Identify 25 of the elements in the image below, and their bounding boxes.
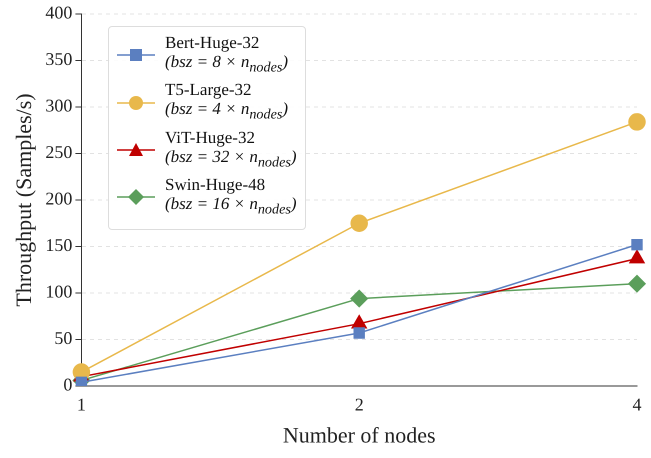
y-axis-title: Throughput (Samples/s): [10, 93, 36, 307]
y-tick-label: 50: [54, 328, 72, 348]
y-tick-label: 250: [45, 142, 72, 162]
point: [350, 290, 368, 308]
y-tick-label: 350: [45, 49, 72, 70]
y-tick-label: 400: [45, 2, 72, 23]
point: [631, 238, 643, 250]
point: [628, 274, 646, 292]
x-axis-title: Number of nodes: [282, 422, 436, 448]
x-tick-label: 1: [76, 394, 86, 415]
legend-label: T5-Large-32 (bsz = 4 × n$_{nodes}$): [165, 80, 288, 125]
y-tick-label: 150: [45, 235, 72, 256]
legend-label: Swin-Huge-48 (bsz = 16 × n$_{nodes}$): [165, 175, 297, 220]
point: [76, 376, 88, 386]
legend-label: Bert-Huge-32 (bsz = 8 × n$_{nodes}$): [165, 33, 288, 78]
point: [628, 113, 646, 131]
legend-label: ViT-Huge-32 (bsz = 32 × n$_{nodes}$): [165, 128, 297, 172]
y-tick-label: 0: [63, 374, 72, 395]
y-tick-label: 200: [45, 188, 72, 209]
x-tick-label: 2: [354, 394, 364, 415]
point: [354, 327, 365, 339]
x-tick-label: 4: [632, 394, 642, 415]
y-tick-label: 300: [45, 96, 72, 116]
y-tick-label: 100: [45, 282, 72, 302]
point: [350, 214, 368, 232]
